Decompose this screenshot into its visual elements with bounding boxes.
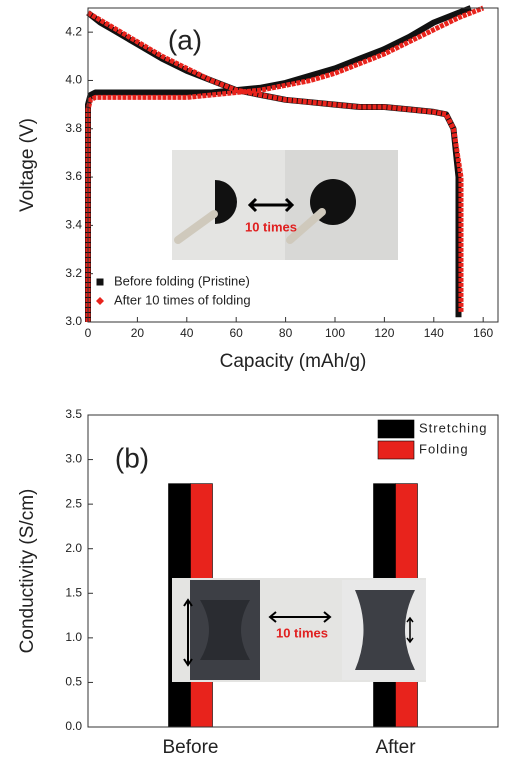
legend-swatch xyxy=(377,419,415,439)
y-tick-label: 0.0 xyxy=(65,719,82,733)
half-disc xyxy=(215,180,237,224)
fabric-right-shape xyxy=(355,590,415,670)
legend-label: Stretching xyxy=(419,420,488,435)
y-axis-title: Voltage (V) xyxy=(17,118,38,212)
y-tick-label: 3.0 xyxy=(65,314,82,328)
plot-frame xyxy=(87,7,499,323)
x-tick-label: 140 xyxy=(424,326,444,340)
y-tick-label: 4.2 xyxy=(65,24,82,38)
x-tick-label: 120 xyxy=(374,326,394,340)
y-tick-label: 1.5 xyxy=(65,585,82,599)
y-tick-label: 4.0 xyxy=(65,73,82,87)
x-tick-label: 0 xyxy=(85,326,92,340)
legend-label: After 10 times of folding xyxy=(114,292,251,307)
legend-marker xyxy=(96,278,104,286)
legend-swatch xyxy=(377,440,415,460)
legend-label: Before folding (Pristine) xyxy=(114,273,250,288)
x-tick-label: 160 xyxy=(473,326,493,340)
plot-frame xyxy=(87,414,499,728)
y-tick-label: 3.6 xyxy=(65,169,82,183)
y-tick-label: 0.5 xyxy=(65,675,82,689)
annotation: 10 times xyxy=(245,219,297,234)
pen-right xyxy=(286,208,326,244)
x-tick-label: 40 xyxy=(180,326,194,340)
double-arrow xyxy=(268,611,332,623)
x-tick-label: 100 xyxy=(325,326,345,340)
y-tick-label: 2.0 xyxy=(65,541,82,555)
legend-marker xyxy=(96,297,104,305)
arrow-right xyxy=(406,616,414,644)
x-axis-title: Capacity (mAh/g) xyxy=(220,351,367,372)
annotation: 10 times xyxy=(276,625,328,640)
panel-label: (b) xyxy=(115,442,149,473)
y-tick-label: 3.5 xyxy=(65,407,82,421)
panel-label: (a) xyxy=(168,24,202,55)
x-tick-label: 60 xyxy=(230,326,244,340)
fabric-left-waist xyxy=(200,600,250,660)
x-tick-label: 80 xyxy=(279,326,293,340)
y-tick-label: 2.5 xyxy=(65,496,82,510)
double-arrow xyxy=(247,197,295,213)
y-axis-title: Conductivity (S/cm) xyxy=(17,489,38,654)
y-tick-label: 3.2 xyxy=(65,266,82,280)
data-line xyxy=(85,5,485,322)
x-tick-label: After xyxy=(375,737,416,758)
y-tick-label: 3.8 xyxy=(65,121,82,135)
inset-photo xyxy=(172,150,398,260)
x-tick-label: 20 xyxy=(131,326,145,340)
y-tick-label: 3.4 xyxy=(65,218,82,232)
inset-photo xyxy=(172,578,426,682)
y-tick-label: 1.0 xyxy=(65,630,82,644)
y-tick-label: 3.0 xyxy=(65,452,82,466)
pen-left xyxy=(174,210,218,244)
arrow-left xyxy=(183,598,193,667)
legend-label: Folding xyxy=(419,441,469,456)
x-tick-label: Before xyxy=(163,737,219,758)
